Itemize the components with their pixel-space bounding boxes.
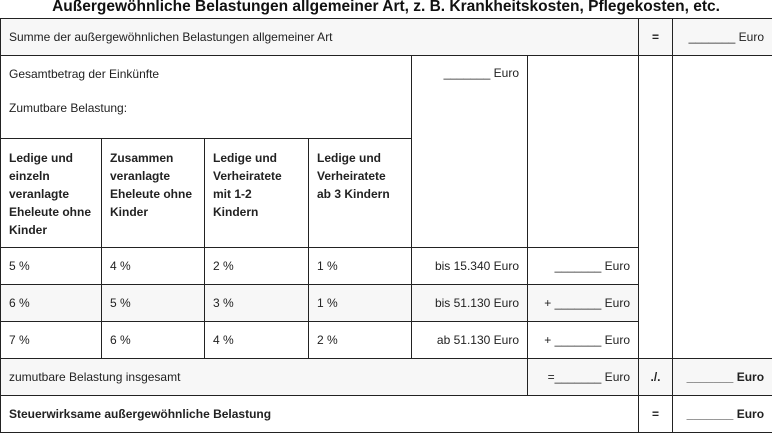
insgesamt-value: _______ Euro	[673, 359, 772, 396]
summe-row: Summe der außergewöhnlichen Belastungen …	[1, 19, 772, 56]
summe-operator: =	[639, 19, 673, 56]
empty-value-cell	[673, 56, 772, 359]
summe-value: _______ Euro	[673, 19, 772, 56]
rate-cell: 6 %	[1, 285, 102, 322]
insgesamt-label: zumutbare Belastung insgesamt	[1, 359, 528, 396]
rate-amount: + _______ Euro	[528, 322, 639, 359]
income-range: bis 51.130 Euro	[412, 285, 528, 322]
steuerwirksam-label: Steuerwirksame außergewöhnliche Belastun…	[1, 396, 639, 433]
rate-cell: 4 %	[205, 322, 309, 359]
steuerwirksam-operator: =	[639, 396, 673, 433]
rate-cell: 5 %	[102, 285, 205, 322]
rate-amount: _______ Euro	[528, 248, 639, 285]
income-range: bis 15.340 Euro	[412, 248, 528, 285]
rate-cell: 2 %	[205, 248, 309, 285]
gesamtbetrag-row: Gesamtbetrag der Einkünfte Zumutbare Bel…	[1, 56, 772, 139]
income-range: ab 51.130 Euro	[412, 322, 528, 359]
gesamtbetrag-value: _______ Euro	[412, 56, 528, 248]
rate-cell: 2 %	[309, 322, 412, 359]
header-1-2-kinder: Ledige und Verheiratete mit 1-2 Kindern	[205, 139, 309, 248]
empty-operator-cell	[639, 56, 673, 359]
header-ledige-ohne-kinder: Ledige und einzeln veranlagte Eheleute o…	[1, 139, 102, 248]
empty-cell	[528, 56, 639, 248]
summe-label: Summe der außergewöhnlichen Belastungen …	[1, 19, 639, 56]
gesamtbetrag-label: Gesamtbetrag der Einkünfte	[9, 66, 403, 82]
rate-amount: + _______ Euro	[528, 285, 639, 322]
rate-cell: 3 %	[205, 285, 309, 322]
insgesamt-operator: ./.	[639, 359, 673, 396]
calculation-table: Summe der außergewöhnlichen Belastungen …	[0, 18, 772, 433]
zumutbar-label: Zumutbare Belastung:	[9, 100, 403, 116]
gesamtbetrag-cell: Gesamtbetrag der Einkünfte Zumutbare Bel…	[1, 56, 412, 139]
page-title: Außergewöhnliche Belastungen allgemeiner…	[0, 0, 772, 18]
steuerwirksam-row: Steuerwirksame außergewöhnliche Belastun…	[1, 396, 772, 433]
rate-cell: 1 %	[309, 248, 412, 285]
header-zusammen-ohne-kinder: Zusammen veranlagte Eheleute ohne Kinder	[102, 139, 205, 248]
rate-cell: 4 %	[102, 248, 205, 285]
rate-cell: 5 %	[1, 248, 102, 285]
rate-cell: 6 %	[102, 322, 205, 359]
header-ab-3-kindern: Ledige und Verheiratete ab 3 Kindern	[309, 139, 412, 248]
insgesamt-row: zumutbare Belastung insgesamt =_______ E…	[1, 359, 772, 396]
rate-cell: 7 %	[1, 322, 102, 359]
insgesamt-amount: =_______ Euro	[528, 359, 639, 396]
rate-cell: 1 %	[309, 285, 412, 322]
steuerwirksam-value: _______ Euro	[673, 396, 772, 433]
